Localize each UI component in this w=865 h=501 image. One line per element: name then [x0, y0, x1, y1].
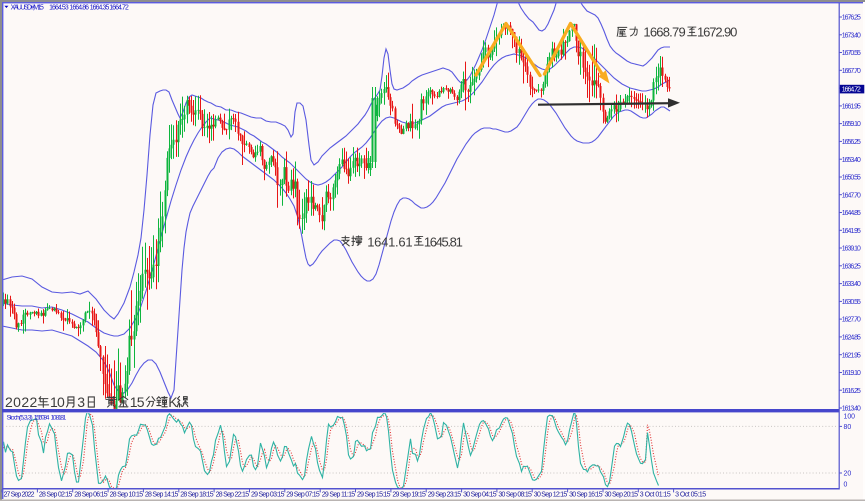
svg-text:1656.25: 1656.25: [842, 139, 861, 146]
svg-text:2022: 2022: [5, 394, 38, 410]
svg-text:1661.95: 1661.95: [842, 104, 861, 111]
svg-text:27 Sep 2022: 27 Sep 2022: [4, 492, 35, 499]
svg-text:XAUUSD#,M15: XAUUSD#,M15: [11, 4, 44, 11]
svg-text:1664.72: 1664.72: [109, 4, 129, 11]
svg-text:29 Sep 11:15: 29 Sep 11:15: [322, 492, 356, 499]
svg-text:1670.55: 1670.55: [842, 50, 861, 57]
svg-text:Stoch(5,3,3): Stoch(5,3,3): [7, 415, 33, 422]
svg-text:1647.70: 1647.70: [842, 192, 861, 199]
svg-text:1619.10: 1619.10: [842, 370, 861, 377]
svg-text:30 Sep 04:15: 30 Sep 04:15: [463, 492, 497, 499]
svg-text:29 Sep 15:15: 29 Sep 15:15: [357, 492, 391, 499]
svg-text:1673.40: 1673.40: [842, 32, 861, 39]
svg-text:28 Sep 14:15: 28 Sep 14:15: [145, 492, 179, 499]
svg-text:10: 10: [50, 394, 65, 410]
svg-text:28 Sep 10:15: 28 Sep 10:15: [110, 492, 144, 499]
svg-text:28 Sep 22:15: 28 Sep 22:15: [216, 492, 250, 499]
svg-text:1641.95: 1641.95: [842, 228, 861, 235]
svg-text:30 Sep 08:15: 30 Sep 08:15: [498, 492, 532, 499]
svg-text:29 Sep 19:15: 29 Sep 19:15: [392, 492, 426, 499]
svg-text:1633.40: 1633.40: [842, 281, 861, 288]
svg-text:1641.61: 1641.61: [367, 234, 412, 249]
svg-text:28 Sep 18:15: 28 Sep 18:15: [180, 492, 214, 499]
svg-text:10.8181: 10.8181: [51, 415, 67, 422]
svg-text:1616.25: 1616.25: [842, 388, 861, 395]
svg-text:80: 80: [844, 424, 852, 431]
svg-text:1672.90: 1672.90: [697, 24, 737, 39]
svg-text:30 Sep 20:15: 30 Sep 20:15: [605, 492, 639, 499]
svg-text:K: K: [168, 394, 178, 410]
svg-text:1645.81: 1645.81: [424, 234, 463, 249]
svg-text:1664.35: 1664.35: [90, 4, 110, 11]
svg-text:100: 100: [844, 413, 856, 420]
svg-text:1659.10: 1659.10: [842, 121, 861, 128]
svg-text:3: 3: [77, 394, 85, 410]
svg-text:1636.25: 1636.25: [842, 263, 861, 270]
svg-text:0: 0: [844, 482, 848, 489]
svg-text:1667.70: 1667.70: [842, 68, 861, 75]
svg-text:1653.40: 1653.40: [842, 157, 861, 164]
svg-text:30 Sep 12:15: 30 Sep 12:15: [534, 492, 568, 499]
svg-text:29 Sep 03:15: 29 Sep 03:15: [251, 492, 285, 499]
svg-text:1664.53: 1664.53: [49, 4, 69, 11]
svg-text:1621.95: 1621.95: [842, 352, 861, 359]
svg-text:28 Sep 02:15: 28 Sep 02:15: [39, 492, 73, 499]
svg-text:1650.55: 1650.55: [842, 175, 861, 182]
svg-text:1676.25: 1676.25: [842, 15, 861, 22]
svg-text:1639.10: 1639.10: [842, 246, 861, 253]
svg-text:1664.72: 1664.72: [842, 87, 861, 94]
svg-text:30 Sep 16:15: 30 Sep 16:15: [569, 492, 603, 499]
svg-text:1664.86: 1664.86: [69, 4, 89, 11]
svg-text:29 Sep 07:15: 29 Sep 07:15: [286, 492, 320, 499]
svg-text:1644.85: 1644.85: [842, 210, 861, 217]
svg-text:28 Sep 06:15: 28 Sep 06:15: [74, 492, 108, 499]
svg-text:1668.79: 1668.79: [643, 24, 685, 39]
svg-text:15: 15: [130, 394, 145, 410]
svg-text:29 Sep 23:15: 29 Sep 23:15: [428, 492, 462, 499]
svg-text:1627.70: 1627.70: [842, 317, 861, 324]
svg-text:3 Oct 01:15: 3 Oct 01:15: [640, 492, 671, 499]
svg-text:3 Oct 05:15: 3 Oct 05:15: [675, 492, 706, 499]
svg-text:1630.55: 1630.55: [842, 299, 861, 306]
svg-text:20: 20: [844, 470, 852, 477]
svg-text:1613.40: 1613.40: [842, 406, 861, 413]
svg-text:15.5084: 15.5084: [34, 415, 50, 422]
svg-text:1624.85: 1624.85: [842, 335, 861, 342]
